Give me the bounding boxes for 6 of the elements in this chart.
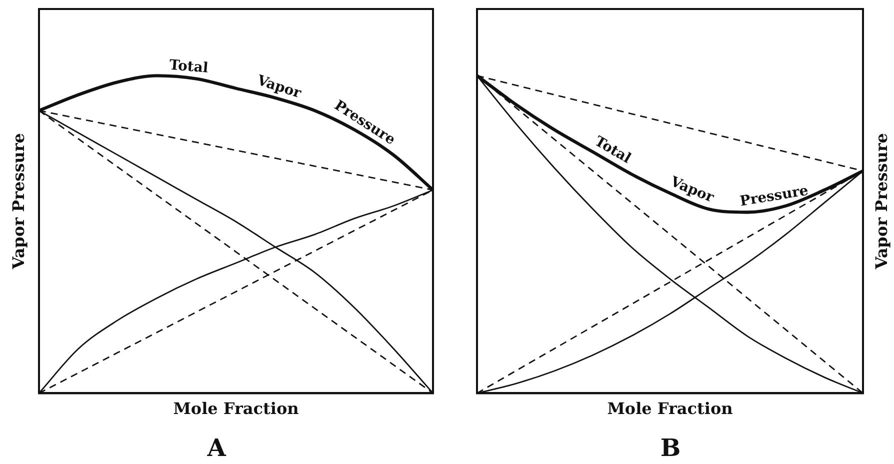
x-axis-title: Mole Fraction	[607, 398, 734, 418]
y2-axis-title: Vapor Pressure	[872, 133, 892, 270]
text: B	[660, 432, 681, 462]
y-axis-title: Vapor Pressure	[8, 133, 28, 270]
text: A	[206, 432, 226, 462]
x-axis-title: Mole Fraction	[173, 398, 300, 418]
